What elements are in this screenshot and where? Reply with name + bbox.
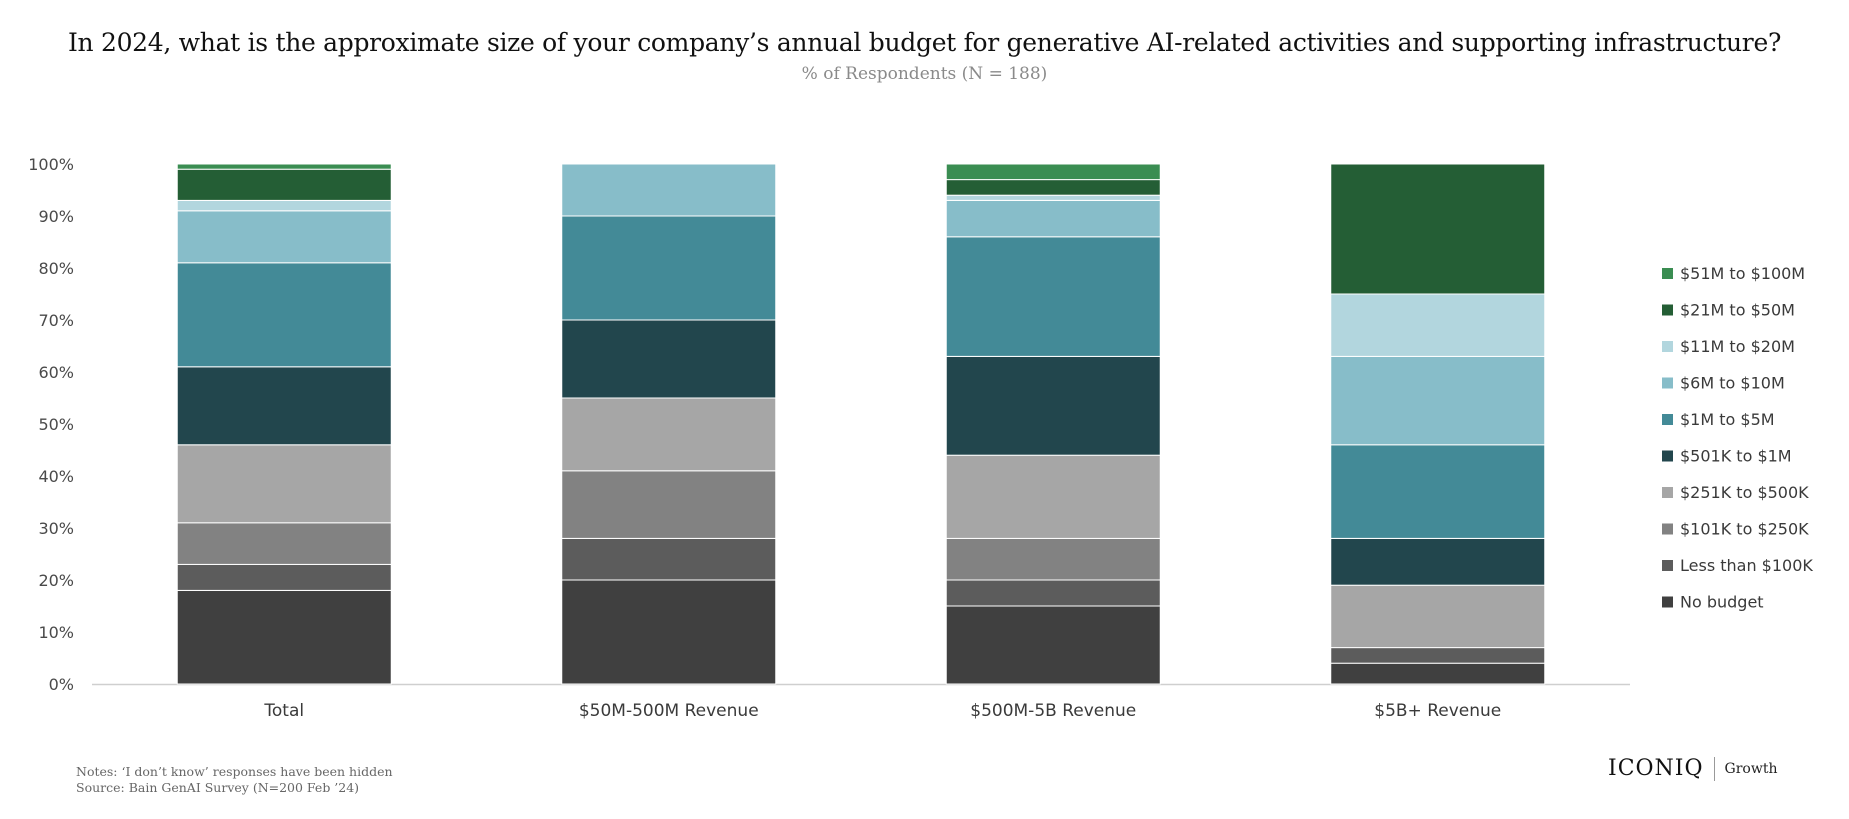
legend-swatch [1662, 268, 1673, 279]
bar-segment [176, 522, 392, 565]
bar-segment [561, 397, 777, 472]
y-tick-label: 80% [38, 259, 74, 278]
brand-logo: ICONIQ Growth [1608, 756, 1777, 781]
chart-subtitle: % of Respondents (N = 188) [801, 64, 1048, 84]
bar-segment [945, 163, 1161, 181]
y-tick-label: 70% [38, 311, 74, 330]
bar-segment [945, 537, 1161, 581]
legend-swatch [1662, 304, 1673, 316]
bar-segment [945, 454, 1161, 539]
legend-swatch [1662, 523, 1673, 535]
legend-label: $251K to $500K [1680, 483, 1809, 502]
legend-swatch [1662, 341, 1673, 352]
footnotes: Notes: ‘I don’t know’ responses have bee… [76, 764, 393, 796]
brand-name: ICONIQ [1608, 756, 1704, 781]
y-tick-label: 30% [38, 519, 74, 538]
bar-segment [945, 194, 1161, 201]
y-tick-label: 10% [38, 623, 74, 642]
legend-label: $6M to $10M [1680, 374, 1785, 393]
y-tick-label: 100% [28, 155, 74, 174]
legend-label: $21M to $50M [1680, 301, 1795, 320]
bar-segment [176, 563, 392, 591]
bar-segment [561, 537, 777, 581]
bar-segment [1330, 537, 1546, 586]
bar-segment [945, 179, 1161, 196]
bar-segment [1330, 584, 1546, 649]
legend-label: $51M to $100M [1680, 264, 1805, 283]
legend-label: Less than $100K [1680, 556, 1813, 575]
bar-segment [561, 579, 777, 685]
legend-label: $501K to $1M [1680, 447, 1792, 466]
bar-segment [176, 262, 392, 368]
source-line: Source: Bain GenAI Survey (N=200 Feb ’24… [76, 780, 360, 795]
legend-swatch [1662, 414, 1673, 425]
bar-segment [561, 163, 777, 217]
bar-segment [561, 470, 777, 539]
y-tick-label: 40% [38, 467, 74, 486]
legend-label: $101K to $250K [1680, 520, 1809, 539]
y-tick-label: 90% [38, 207, 74, 226]
x-category-label: $5B+ Revenue [1374, 701, 1501, 721]
legend-swatch [1662, 450, 1673, 462]
bar-segment [176, 444, 392, 524]
bar-segment [176, 210, 392, 264]
bar-segment [1330, 355, 1546, 446]
x-category-label: Total [263, 701, 304, 721]
bar-segment [1330, 163, 1546, 295]
legend-swatch [1662, 596, 1673, 608]
bar-segment [176, 168, 392, 201]
bar-segment [945, 355, 1161, 456]
chart-title: In 2024, what is the approximate size of… [67, 28, 1782, 57]
legend-swatch [1662, 377, 1673, 389]
bar-segment [176, 589, 392, 685]
bar-segment [945, 236, 1161, 357]
bar-segment [1330, 293, 1546, 357]
y-tick-label: 0% [49, 675, 74, 694]
legend-swatch [1662, 487, 1673, 498]
y-tick-label: 60% [38, 363, 74, 382]
y-tick-label: 20% [38, 571, 74, 590]
legend-swatch [1662, 560, 1673, 571]
y-tick-label: 50% [38, 415, 74, 434]
legend-label: No budget [1680, 593, 1764, 612]
bar-segment [1330, 662, 1546, 685]
bar-segment [945, 605, 1161, 685]
bar-segment [176, 366, 392, 446]
bar-segment [945, 579, 1161, 607]
brand-subtitle: Growth [1724, 760, 1778, 777]
bar-segment [1330, 444, 1546, 539]
x-category-label: $50M-500M Revenue [579, 701, 759, 721]
bar-segment [176, 163, 392, 170]
bar-segment [176, 199, 392, 212]
brand-separator [1713, 756, 1715, 781]
bar-segment [945, 199, 1161, 238]
bar-segment [561, 215, 777, 321]
notes-line: Notes: ‘I don’t know’ responses have bee… [76, 764, 393, 779]
x-category-label: $500M-5B Revenue [970, 701, 1136, 721]
bar-segment [1330, 647, 1546, 664]
legend-label: $1M to $5M [1680, 410, 1775, 429]
legend-label: $11M to $20M [1680, 337, 1795, 356]
bar-segment [561, 319, 777, 399]
